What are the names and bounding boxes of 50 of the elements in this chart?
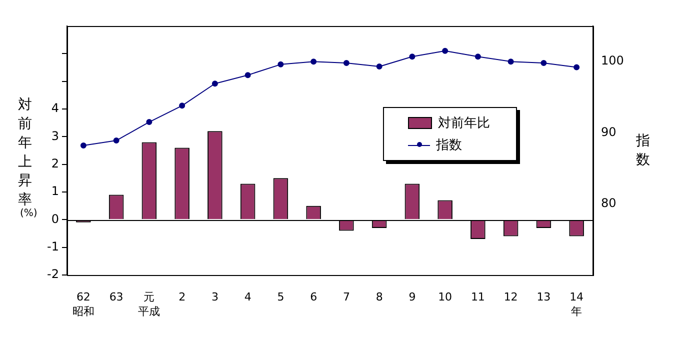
x-tick-label: 11 bbox=[470, 290, 485, 304]
point bbox=[212, 80, 218, 87]
legend-label: 指数 bbox=[436, 137, 462, 154]
y-axis-title: 対前年上昇率 bbox=[18, 96, 33, 208]
y-tick-label: 3 bbox=[51, 128, 59, 143]
point bbox=[244, 72, 251, 78]
y2-axis-title: 指数 bbox=[636, 132, 651, 170]
text: (%) bbox=[20, 208, 38, 219]
y2-tick-label: 90 bbox=[601, 124, 616, 139]
x-tick-label: 8 bbox=[376, 290, 383, 304]
x-tick-label: 12 bbox=[504, 290, 518, 304]
text: 年 bbox=[571, 304, 582, 319]
text: 昭和 bbox=[72, 304, 94, 319]
x-tick-label: 3 bbox=[211, 290, 218, 304]
x-tick-label: 2 bbox=[178, 290, 186, 304]
y2-tick-label: 80 bbox=[601, 196, 616, 210]
x-tick-label: 62 bbox=[76, 290, 90, 304]
x-tick-label: 14 bbox=[570, 290, 584, 304]
point bbox=[442, 48, 448, 54]
point bbox=[113, 138, 120, 144]
point bbox=[278, 61, 284, 68]
y2-tick-label: 100 bbox=[601, 54, 624, 68]
y-tick-label: 0 bbox=[51, 212, 59, 226]
point bbox=[376, 64, 382, 70]
x-tick-label: 6 bbox=[310, 290, 318, 304]
point bbox=[508, 58, 514, 65]
y-tick-label: -2 bbox=[47, 267, 59, 282]
point bbox=[310, 58, 317, 65]
point bbox=[474, 54, 481, 60]
text: 平成 bbox=[138, 304, 160, 319]
y-tick-label: 1 bbox=[51, 184, 59, 198]
x-tick-label: 63 bbox=[109, 290, 124, 304]
x-tick-label: 13 bbox=[536, 290, 551, 304]
x-tick-label: 5 bbox=[277, 290, 284, 304]
point bbox=[409, 54, 416, 60]
point bbox=[179, 102, 186, 109]
point bbox=[574, 64, 580, 70]
x-tick-label: 10 bbox=[438, 290, 452, 304]
point bbox=[80, 142, 86, 149]
point bbox=[540, 60, 547, 66]
x-tick-label: 元 bbox=[144, 290, 155, 304]
x-tick-label: 9 bbox=[408, 290, 416, 304]
y-tick-label: 2 bbox=[51, 156, 59, 170]
x-tick-label: 7 bbox=[342, 290, 350, 304]
point bbox=[146, 119, 152, 126]
y-tick-label: 4 bbox=[51, 101, 59, 116]
y-tick-label: -1 bbox=[47, 239, 59, 254]
point bbox=[343, 60, 350, 66]
legend-label: 対前年比 bbox=[438, 115, 490, 132]
x-tick-label: 4 bbox=[244, 290, 252, 304]
